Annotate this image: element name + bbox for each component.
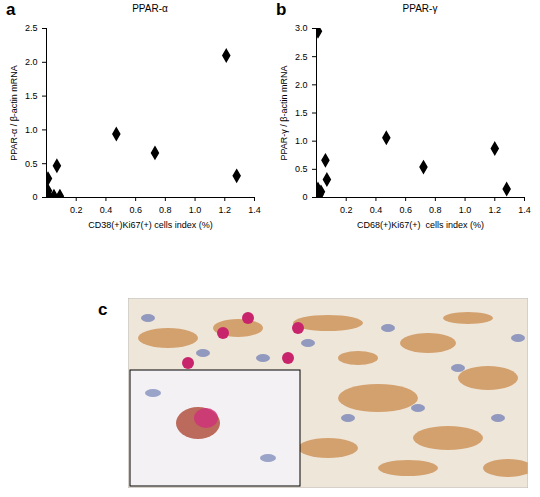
svg-text:2.5: 2.5 [25,23,38,33]
svg-text:0.4: 0.4 [100,205,113,215]
svg-text:CD38(+)Ki67(+) cells index (%): CD38(+)Ki67(+) cells index (%) [88,220,213,230]
html-text:b: b [276,0,287,19]
svg-text:1.0: 1.0 [459,205,472,215]
svg-text:1.5: 1.5 [25,91,38,101]
svg-text:0: 0 [32,192,37,202]
svg-text:0.5: 0.5 [295,164,308,174]
svg-text:2.0: 2.0 [295,80,308,90]
svg-text:1.2: 1.2 [219,205,232,215]
svg-text:1.0: 1.0 [189,205,202,215]
svg-text:0.8: 0.8 [429,205,442,215]
svg-text:0.5: 0.5 [25,159,38,169]
svg-text:1.2: 1.2 [489,205,502,215]
svg-text:2.5: 2.5 [295,52,308,62]
svg-text:PPAR-α / β-actin mRNA: PPAR-α / β-actin mRNA [9,65,19,161]
html-text:PPAR-γ: PPAR-γ [402,3,438,14]
svg-text:0.6: 0.6 [399,205,412,215]
svg-text:1.5: 1.5 [295,108,308,118]
svg-text:0.2: 0.2 [340,205,353,215]
svg-text:1.0: 1.0 [295,136,308,146]
svg-text:0.6: 0.6 [129,205,142,215]
svg-text:3.0: 3.0 [295,23,308,33]
svg-text:1.4: 1.4 [518,205,531,215]
svg-text:0.8: 0.8 [159,205,172,215]
svg-text:0.2: 0.2 [70,205,83,215]
svg-text:2.0: 2.0 [25,57,38,67]
svg-text:0: 0 [302,192,307,202]
svg-text:0.4: 0.4 [370,205,383,215]
html-text:c: c [98,300,108,319]
svg-text:CD68(+)Ki67(+) cells index (%: CD68(+)Ki67(+) cells index (%) [357,220,484,230]
html-text:PPAR-α: PPAR-α [132,3,168,14]
svg-text:1.4: 1.4 [248,205,261,215]
html-text:a: a [6,0,16,19]
svg-text:PPAR-γ / β-actin mRNA: PPAR-γ / β-actin mRNA [279,65,289,160]
svg-text:1.0: 1.0 [25,125,38,135]
